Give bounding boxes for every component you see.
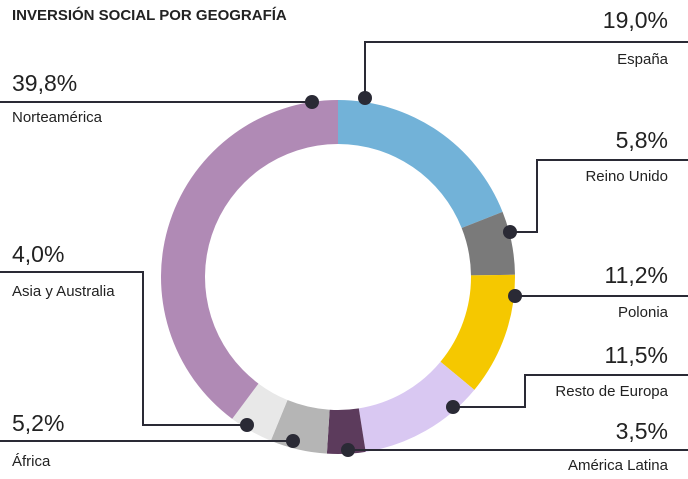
leader-dot [240, 418, 254, 432]
leader-line [0, 271, 247, 426]
donut-slice [338, 100, 503, 229]
value-label: 5,8% [616, 127, 668, 153]
leader-line [364, 41, 688, 98]
leader-dot [446, 400, 460, 414]
donut-slice [461, 211, 515, 276]
donut-slice [440, 274, 515, 390]
category-label: África [12, 453, 51, 470]
donut-slice [160, 99, 338, 419]
value-label: 4,0% [12, 241, 64, 267]
value-label: 3,5% [616, 418, 668, 444]
category-label: Resto de Europa [555, 383, 668, 400]
donut-slice [326, 408, 366, 455]
category-label: España [617, 51, 669, 68]
category-label: América Latina [568, 457, 669, 474]
leader-dot [358, 91, 372, 105]
category-label: Polonia [618, 304, 669, 321]
category-label: Asia y Australia [12, 283, 115, 300]
value-label: 11,2% [604, 262, 668, 288]
donut-slice [358, 361, 475, 452]
category-label: Reino Unido [585, 168, 668, 185]
value-label: 39,8% [12, 70, 77, 96]
leader-dot [305, 95, 319, 109]
leader-dot [503, 225, 517, 239]
value-label: 19,0% [603, 7, 668, 33]
leader-line [510, 159, 688, 233]
leader-dot [508, 289, 522, 303]
value-label: 11,5% [604, 342, 668, 368]
chart-title: INVERSIÓN SOCIAL POR GEOGRAFÍA [12, 6, 287, 24]
value-label: 5,2% [12, 410, 64, 436]
leader-dot [341, 443, 355, 457]
leader-dot [286, 434, 300, 448]
leader-line [453, 374, 688, 408]
category-label: Norteamérica [12, 109, 103, 126]
